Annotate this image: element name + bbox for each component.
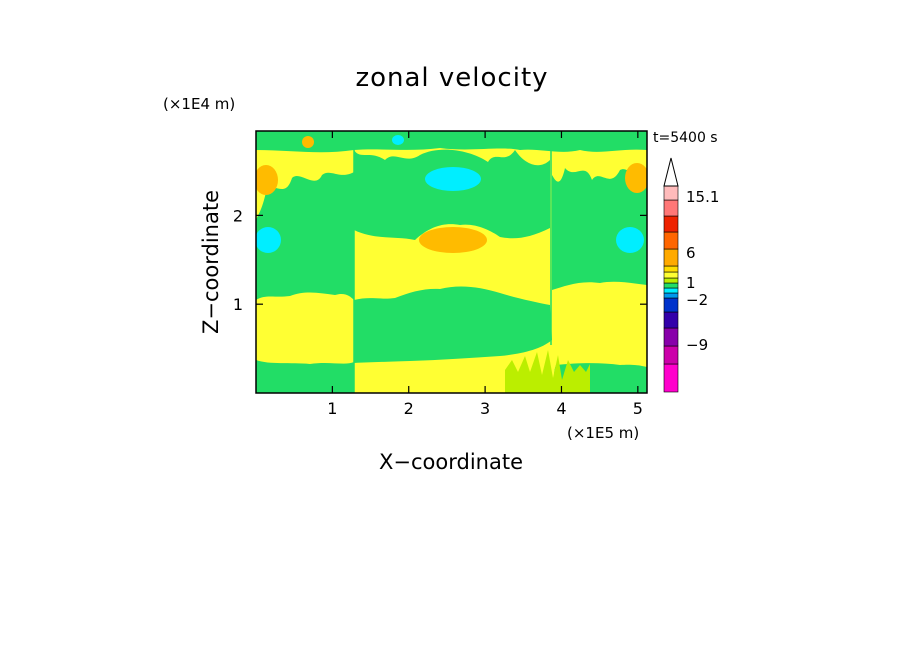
- field-noise-front: [505, 350, 590, 393]
- y-tick-label-1: 2: [233, 206, 243, 225]
- colorbar-box-7: [663, 282, 679, 289]
- field-cyan-blob-top-center: [425, 167, 481, 191]
- colorbar-label-2: 1: [686, 274, 696, 292]
- colorbar-box-10: [663, 265, 679, 273]
- colorbar-box-15: [663, 185, 679, 201]
- y-axis-ticks: 12: [233, 206, 647, 314]
- colorbar-label-1: 6: [686, 244, 696, 262]
- contour-field: [256, 131, 647, 393]
- x-unit-label: (×1E5 m): [567, 424, 639, 442]
- colorbar-box-1: [663, 345, 679, 365]
- colorbar-box-8: [663, 277, 679, 284]
- field-green-top: [256, 131, 647, 153]
- colorbar-box-11: [663, 248, 679, 267]
- colorbar-arrow: [663, 157, 679, 187]
- field-green-center: [354, 286, 552, 363]
- field-green-mid-left: [256, 172, 354, 300]
- colorbar-labels: 15.1 6 1−2 −9: [686, 188, 719, 354]
- colorbar-box-5: [663, 292, 679, 299]
- plot-frame: [255, 130, 648, 394]
- field-orange-blob-left: [256, 165, 278, 195]
- colorbar-box-9: [663, 271, 679, 279]
- colorbar-label-0: 15.1: [686, 188, 719, 206]
- x-tick-label-1: 2: [404, 399, 414, 418]
- colorbar-box-0: [663, 363, 679, 393]
- field-cyan-top: [392, 135, 404, 145]
- field-orange-blob-right: [625, 163, 647, 193]
- y-axis-label: Z−coordinate: [199, 190, 223, 334]
- x-tick-label-4: 5: [633, 399, 643, 418]
- x-tick-label-0: 1: [327, 399, 337, 418]
- x-tick-label-3: 4: [556, 399, 566, 418]
- x-tick-label-2: 3: [480, 399, 490, 418]
- field-orange-top-left: [302, 136, 314, 148]
- field-orange-blob-center: [419, 227, 487, 253]
- colorbar-box-6: [663, 287, 679, 294]
- field-cyan-blob-right: [616, 227, 644, 253]
- field-cyan-blob-left: [256, 227, 281, 253]
- colorbar-box-2: [663, 327, 679, 347]
- field-green-lower-left: [256, 360, 354, 393]
- x-axis-ticks: 1 2 3 4 5: [327, 131, 643, 418]
- colorbar-box-12: [663, 231, 679, 250]
- colorbar-box-14: [663, 199, 679, 217]
- field-green-mid-right: [552, 168, 647, 290]
- colorbar-box-3: [663, 311, 679, 329]
- colorbar-box-13: [663, 215, 679, 233]
- colorbar-box-4: [663, 297, 679, 313]
- colorbar-label-4: −9: [686, 336, 708, 354]
- field-green-upper-center: [354, 149, 550, 240]
- colorbar-label-3: −2: [686, 291, 708, 309]
- y-unit-label: (×1E4 m): [163, 95, 235, 113]
- colorbar: [663, 157, 679, 393]
- time-label: t=5400 s: [653, 130, 718, 146]
- chart-title: zonal velocity: [355, 63, 548, 93]
- y-tick-label-0: 1: [233, 295, 243, 314]
- x-axis-label: X−coordinate: [379, 450, 523, 474]
